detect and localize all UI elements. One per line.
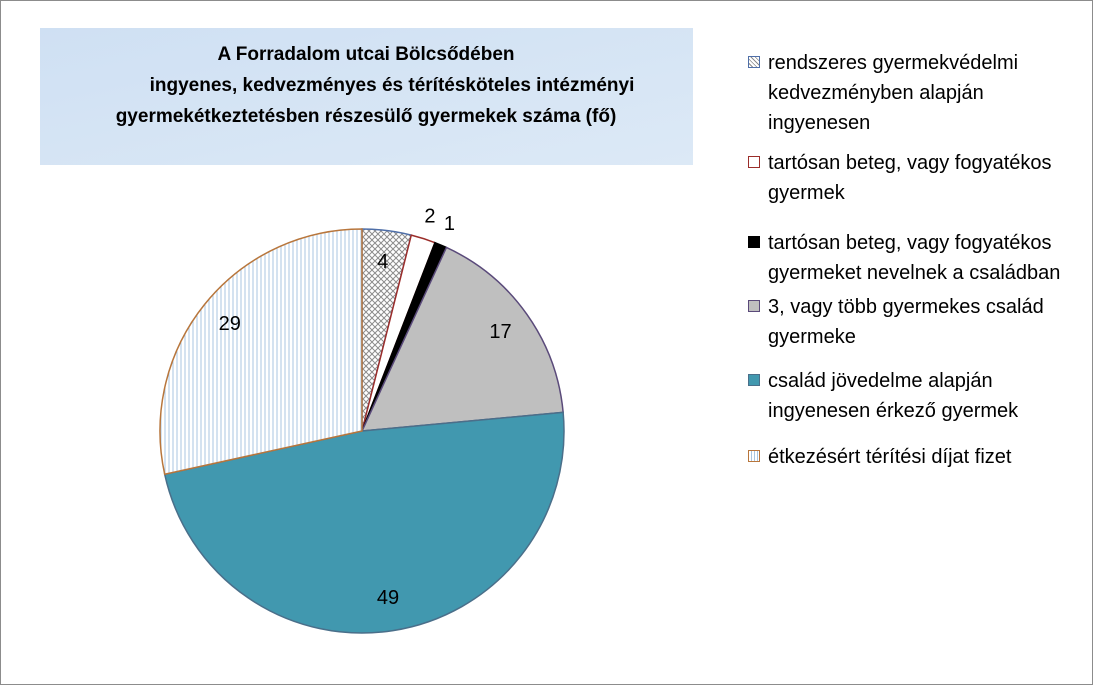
data-label: 4 <box>377 251 388 273</box>
legend-swatch <box>748 236 760 248</box>
legend-item: étkezésért térítési díjat fizet <box>748 442 1088 472</box>
legend-label: tartósan beteg, vagy fogyatékos gyermek <box>768 152 1052 204</box>
legend: rendszeres gyermekvédelmi kedvezményben … <box>748 48 1088 472</box>
legend-swatch <box>748 156 760 168</box>
legend-item: rendszeres gyermekvédelmi kedvezményben … <box>748 48 1088 138</box>
chart-title: gyermekétkeztetésben részesülő gyermekek… <box>116 106 617 127</box>
legend-item: tartósan beteg, vagy fogyatékos gyermeke… <box>748 228 1088 288</box>
data-label: 2 <box>424 206 435 228</box>
legend-label: 3, vagy több gyermekes család gyermeke <box>768 296 1044 348</box>
chart-title: ingyenes, kedvezményes és térítésköteles… <box>150 75 635 96</box>
legend-swatch <box>748 300 760 312</box>
legend-label: család jövedelme alapján ingyenesen érke… <box>768 370 1019 422</box>
pie-slice <box>360 246 564 432</box>
pie-slice <box>159 228 363 476</box>
legend-label: étkezésért térítési díjat fizet <box>768 446 1012 468</box>
legend-swatch <box>748 374 760 386</box>
legend-swatch <box>748 450 760 462</box>
data-label: 17 <box>489 321 511 343</box>
chart-title: A Forradalom utcai Bölcsődében <box>217 44 514 65</box>
legend-item: 3, vagy több gyermekes család gyermeke <box>748 292 1088 352</box>
data-label: 1 <box>444 213 455 235</box>
data-label: 29 <box>219 313 241 335</box>
pie-slice <box>163 411 565 634</box>
data-label: 49 <box>377 587 399 609</box>
title-box <box>40 28 693 165</box>
legend-label: tartósan beteg, vagy fogyatékos gyermeke… <box>768 232 1061 284</box>
legend-item: család jövedelme alapján ingyenesen érke… <box>748 366 1088 426</box>
legend-item: tartósan beteg, vagy fogyatékos gyermek <box>748 148 1088 208</box>
legend-label: rendszeres gyermekvédelmi kedvezményben … <box>768 52 1019 134</box>
legend-swatch <box>748 56 760 68</box>
